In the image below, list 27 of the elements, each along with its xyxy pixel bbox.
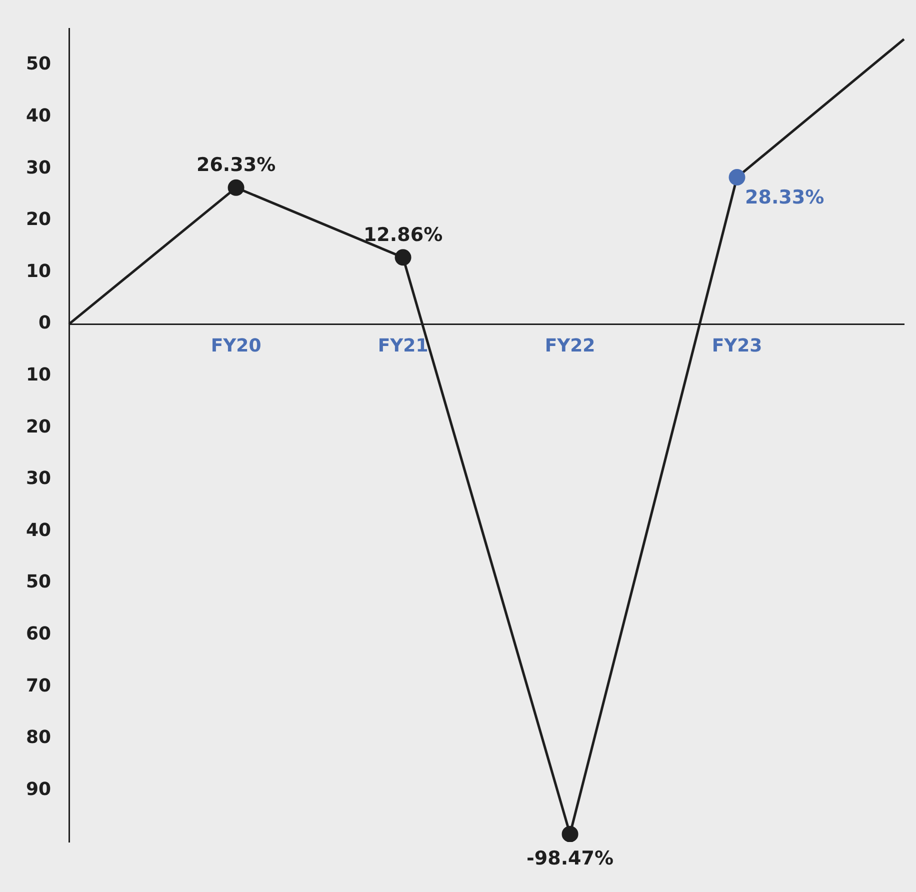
x-tick-label: FY22 <box>544 336 596 357</box>
y-tick-label: 30 <box>26 468 52 490</box>
y-tick-label: 10 <box>26 260 52 282</box>
y-tick-label: 10 <box>26 364 52 386</box>
point <box>394 249 412 266</box>
y-tick-label: 50 <box>26 54 52 75</box>
data-label: 28.33% <box>745 186 824 209</box>
y-tick-label: 80 <box>26 727 52 748</box>
y-tick-label: 50 <box>26 572 52 593</box>
data-label: 12.86% <box>363 224 443 246</box>
y-tick-label: 30 <box>26 157 52 178</box>
point <box>228 179 244 196</box>
x-tick-label: FY20 <box>210 336 262 357</box>
y-tick-label: 70 <box>26 675 52 696</box>
x-tick-label: FY23 <box>712 336 762 357</box>
data-label: -98.47% <box>526 848 614 870</box>
y-tick-label: 60 <box>26 623 52 644</box>
y-tick-label: 20 <box>26 416 52 438</box>
point <box>728 169 746 186</box>
y-tick-label: 90 <box>26 778 52 800</box>
y-tick-label: 40 <box>26 106 52 127</box>
y-tick-label: 20 <box>26 209 52 230</box>
x-tick-label: FY21 <box>378 336 428 357</box>
y-tick-label: 0 <box>38 312 52 334</box>
point <box>562 826 578 842</box>
data-label: 26.33% <box>196 154 276 176</box>
y-tick-label: 40 <box>26 520 52 541</box>
